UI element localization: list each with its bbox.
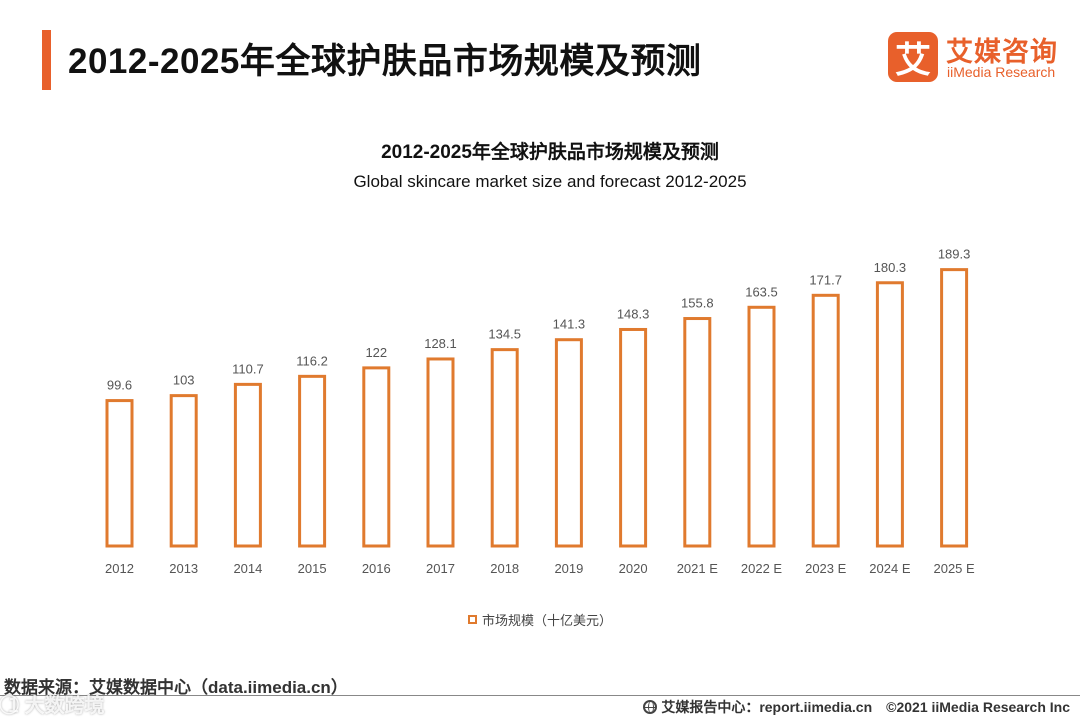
bar-2014: [233, 382, 262, 548]
legend-swatch: [467, 615, 477, 624]
watermark: 1⃝ 大数跨境: [8, 695, 105, 717]
value-label-2020: 148.3: [617, 306, 650, 321]
footer-divider: [0, 695, 1080, 696]
x-tick-label-2017: 2017: [426, 561, 455, 576]
x-tick-label-2020: 2020: [619, 561, 648, 576]
x-tick-label-2019: 2019: [554, 561, 583, 576]
data-source: 数据来源：艾媒数据中心（data.iimedia.cn）: [4, 678, 348, 697]
footer-credits: 艾媒报告中心：report.iimedia.cn ©2021 iiMedia R…: [643, 697, 1070, 717]
bar-2015: [298, 374, 327, 548]
bar-2013: [169, 394, 198, 548]
value-label-2025-e: 189.3: [938, 247, 971, 262]
iimedia-logo: 艾 艾媒咨询 iiMedia Research: [888, 30, 1068, 86]
bar-2021-e: [683, 317, 712, 548]
bar-2024-e: [875, 281, 904, 548]
value-label-2023-e: 171.7: [809, 272, 842, 287]
value-label-2021-e: 155.8: [681, 296, 714, 311]
bar-2025-e: [940, 268, 969, 548]
x-tick-label-2016: 2016: [362, 561, 391, 576]
value-label-2018: 134.5: [488, 327, 521, 342]
report-center: 艾媒报告中心：report.iimedia.cn: [661, 699, 873, 715]
x-tick-label-2021-e: 2021 E: [677, 561, 719, 576]
logo-chinese-name: 艾媒咨询: [946, 37, 1058, 67]
x-tick-label-2022-e: 2022 E: [741, 561, 783, 576]
bar-2018: [490, 348, 519, 548]
value-label-2017: 128.1: [424, 336, 457, 351]
x-tick-label-2014: 2014: [233, 561, 262, 576]
chart-legend: 市场规模（十亿美元）: [0, 610, 1080, 629]
value-label-2022-e: 163.5: [745, 284, 778, 299]
bar-2016: [362, 366, 391, 548]
bar-2020: [619, 327, 648, 548]
copyright: ©2021 iiMedia Research Inc: [886, 699, 1070, 715]
x-tick-label-2015: 2015: [298, 561, 327, 576]
value-label-2019: 141.3: [553, 317, 586, 332]
value-label-2014: 110.7: [232, 361, 264, 376]
chart-subtitle: Global skincare market size and forecast…: [353, 172, 747, 191]
logo-english-name: iiMedia Research: [947, 64, 1056, 80]
x-tick-label-2025-e: 2025 E: [933, 561, 975, 576]
bar-2017: [426, 357, 455, 548]
value-label-2024-e: 180.3: [874, 260, 907, 275]
value-label-2016: 122: [365, 345, 387, 360]
bar-2012: [105, 399, 134, 548]
page-title: 2012-2025年全球护肤品市场规模及预测: [68, 42, 702, 81]
logo-mark-icon: 艾: [888, 32, 938, 82]
bar-2023-e: [811, 293, 840, 548]
x-tick-label-2018: 2018: [490, 561, 519, 576]
value-label-2012: 99.6: [107, 378, 132, 393]
bar-chart: 99.6 2012 103 2013 110.7 2014 116.2 2015 122 2016…: [105, 247, 975, 576]
value-label-2013: 103: [173, 373, 195, 388]
value-label-2015: 116.2: [296, 353, 328, 368]
title-accent-bar: [42, 30, 51, 90]
legend-label: 市场规模（十亿美元）: [481, 613, 612, 628]
chart-title: 2012-2025年全球护肤品市场规模及预测: [381, 142, 719, 163]
globe-icon: [643, 700, 658, 714]
x-tick-label-2023-e: 2023 E: [805, 561, 847, 576]
bar-2022-e: [747, 305, 776, 548]
x-tick-label-2012: 2012: [105, 561, 134, 576]
x-tick-label-2013: 2013: [169, 561, 198, 576]
x-tick-label-2024-e: 2024 E: [869, 561, 911, 576]
bar-2019: [554, 338, 583, 548]
